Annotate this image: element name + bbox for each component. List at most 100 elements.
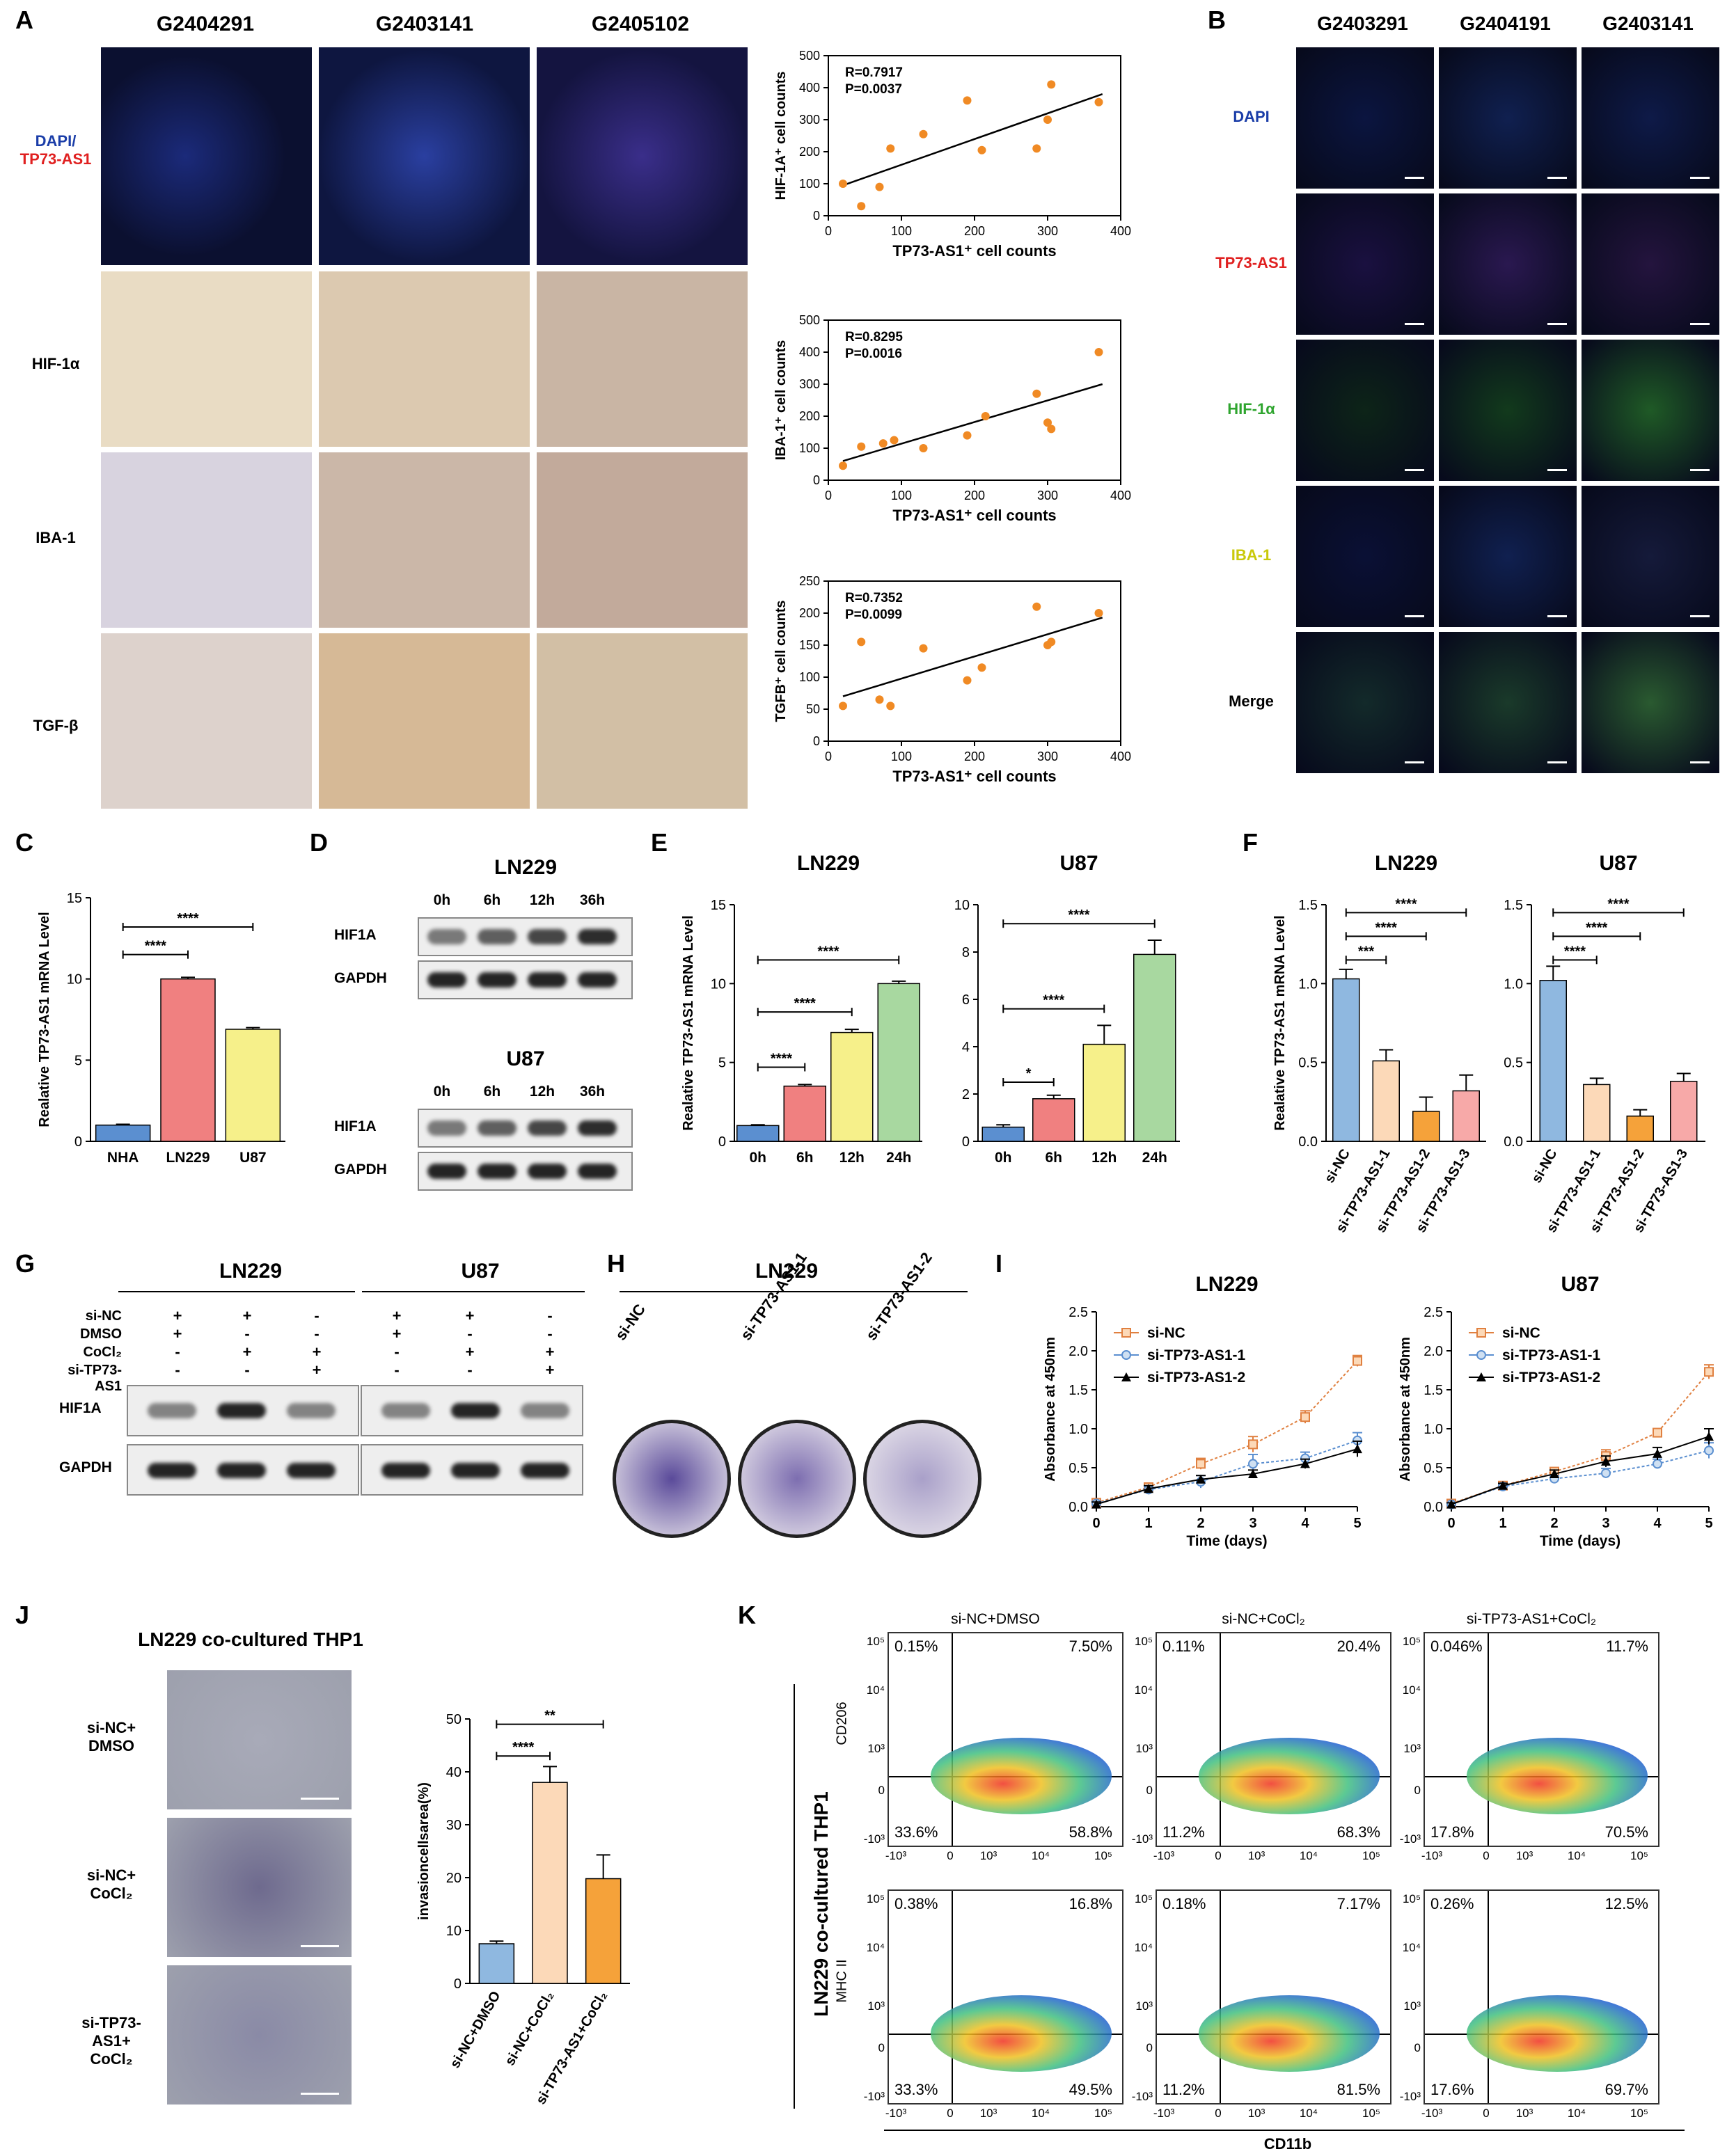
panel-a-ihc-hif-3	[537, 271, 748, 447]
x-tick-label: si-NC	[1322, 1147, 1353, 1186]
x-tick-label: 200	[964, 224, 985, 238]
panel-g-sign: -	[175, 1343, 180, 1361]
bar	[1372, 1060, 1400, 1142]
y-tick-label: 10⁴	[1134, 1941, 1153, 1954]
panel-k-flow-plot: 0.11% 20.4% 11.2% 68.3%	[1156, 1632, 1391, 1847]
x-tick-label: 10³	[1247, 2107, 1265, 2120]
data-point	[1549, 1468, 1559, 1478]
panel-k-side-title: LN229 co-cultured THP1	[810, 1791, 832, 2017]
quadrant-ur-value: 16.8%	[1068, 1895, 1112, 1912]
annotation-p: P=0.0099	[845, 608, 902, 622]
y-tick-label: 10³	[867, 1999, 885, 2013]
panel-k-flow-plot: 0.38% 16.8% 33.3% 49.5%	[888, 1889, 1123, 2105]
panel-g-condition-label: DMSO	[80, 1326, 122, 1342]
series-line	[1451, 1436, 1710, 1505]
x-tick-label: -10³	[1421, 1849, 1443, 1862]
bar	[1539, 980, 1567, 1142]
y-tick-label: 100	[799, 177, 820, 191]
population-density	[1467, 1995, 1648, 2072]
y-tick-label: 50	[446, 1712, 462, 1727]
x-tick-label: 10⁵	[1630, 2107, 1648, 2120]
panel-d-row-label: GAPDH	[334, 1162, 387, 1178]
panel-h-title: LN229	[755, 1260, 819, 1283]
y-tick-label: 150	[799, 638, 820, 652]
quadrant-ll-value: 11.2%	[1162, 2081, 1205, 2098]
chart-title: U87	[1059, 852, 1098, 875]
panel-a-row-label-hif: HIF-1α	[31, 355, 80, 372]
panel-g-sign: -	[394, 1343, 400, 1361]
y-tick-label: 10	[954, 898, 970, 913]
data-point	[1300, 1412, 1310, 1422]
panel-g-sign: +	[242, 1343, 252, 1361]
y-tick-label: -10³	[863, 2090, 885, 2103]
y-axis-label: Realative TP73-AS1 mRNA Level	[1272, 915, 1288, 1130]
panel-d-cell-title: U87	[506, 1047, 545, 1070]
blot-band	[478, 1164, 516, 1179]
panel-h-colony-dish	[738, 1420, 856, 1538]
legend-label: si-TP73-AS1-1	[1502, 1347, 1601, 1363]
sig-label: **	[544, 1709, 555, 1724]
x-tick-label: 5	[1705, 1516, 1712, 1531]
y-tick-label: 40	[446, 1765, 462, 1780]
y-tick-label: 1.0	[1504, 976, 1523, 992]
sig-label: ****	[1043, 993, 1064, 1008]
legend-marker	[1476, 1372, 1486, 1381]
panel-label-a: A	[15, 6, 33, 34]
scatter-point	[963, 676, 972, 685]
y-tick-label: 10⁵	[1403, 1635, 1421, 1648]
y-tick-label: 10⁴	[1134, 1683, 1153, 1697]
panel-d-time-label: 6h	[483, 1084, 501, 1100]
trend-line	[842, 383, 1103, 462]
scatter-point	[1043, 418, 1052, 427]
panel-a-row-label-dapi: DAPI/ TP73-AS1	[14, 132, 97, 168]
panel-b-col-header-1: G2403291	[1317, 13, 1408, 34]
panel-b-image	[1296, 632, 1434, 773]
quadrant-vline	[952, 1633, 953, 1846]
sig-label: ****	[1564, 944, 1586, 959]
panel-d-time-label: 36h	[579, 1084, 606, 1100]
blot-band	[427, 929, 466, 944]
annotation-p: P=0.0037	[845, 82, 902, 97]
y-tick-label: 30	[446, 1818, 462, 1833]
panel-a-scatter-3: 0 100 200 300 400 0 50 100 150 200 250 TP73-AS1⁺ ce…	[773, 574, 1131, 785]
y-tick-label: 10⁵	[1135, 1635, 1153, 1648]
y-tick-label: -10³	[1131, 2090, 1153, 2103]
panel-b-image	[1582, 47, 1719, 189]
x-tick-label: 10³	[1247, 1849, 1265, 1862]
y-axis-label: Absorbance at 450nm	[1398, 1337, 1413, 1482]
panel-k-flow-plot: 0.046% 11.7% 17.8% 70.5%	[1424, 1632, 1659, 1847]
panel-k-flow-plot: 0.26% 12.5% 17.6% 69.7%	[1424, 1889, 1659, 2105]
panel-g-sign: -	[314, 1307, 320, 1324]
legend-label: si-TP73-AS1-2	[1502, 1370, 1600, 1386]
scale-bar	[1547, 469, 1567, 471]
quadrant-ur-value: 7.50%	[1068, 1638, 1112, 1655]
x-tick-label: 10⁴	[1299, 1849, 1318, 1862]
quadrant-lr-value: 58.8%	[1068, 1823, 1112, 1841]
scale-bar	[1690, 177, 1710, 179]
bar	[532, 1782, 568, 1984]
panel-g-blot	[361, 1444, 583, 1496]
x-tick-label: -10³	[1421, 2107, 1443, 2120]
panel-a-ihc-hif-1	[101, 271, 312, 447]
y-axis-label: invasioncellsarea(%)	[416, 1782, 432, 1920]
blot-band	[427, 1120, 466, 1136]
panel-b-row-label: TP73-AS1	[1215, 254, 1287, 271]
scale-bar	[1690, 761, 1710, 763]
y-tick-label: 0.5	[1298, 1056, 1318, 1071]
y-tick-label: 8	[962, 945, 970, 960]
y-tick-label: 1.0	[1298, 976, 1318, 992]
chart-title: LN229	[1375, 852, 1437, 875]
blot-band	[148, 1403, 196, 1418]
panel-g-condition-label: CoCl₂	[83, 1345, 122, 1360]
annotation-r: R=0.8295	[845, 330, 903, 344]
legend-label: si-NC	[1502, 1325, 1540, 1341]
panel-h-dish-label: si-TP73-AS1-1	[736, 1249, 811, 1344]
panel-b-col-header-2: G2404191	[1460, 13, 1551, 34]
scale-bar	[1405, 177, 1424, 179]
x-tick-label: si-NC+DMSO	[448, 1989, 504, 2071]
panel-a-ihc-iba-2	[319, 452, 530, 628]
quadrant-ll-value: 17.6%	[1430, 2081, 1474, 2098]
panel-f-ln229-chart: LN229 0.0 0.5 1.0 1.5 Realative TP73-AS1 mRNA…	[1272, 852, 1486, 1235]
scatter-point	[857, 637, 866, 647]
